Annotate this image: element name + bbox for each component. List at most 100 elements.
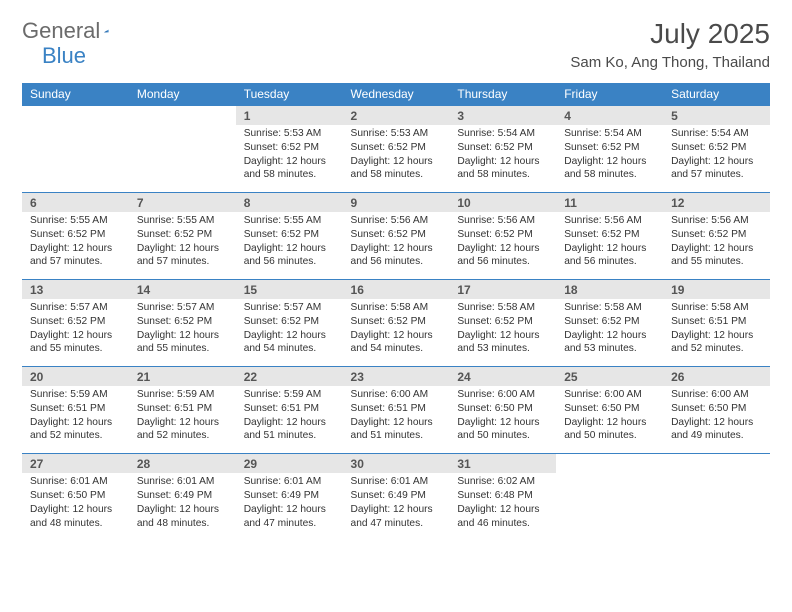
logo-text-1: General [22,18,100,44]
day-number-row: 13141516171819 [22,280,770,300]
sunset-text: Sunset: 6:49 PM [244,489,335,503]
day-header: Wednesday [343,83,450,106]
day-number-cell: 19 [663,280,770,300]
day-content-cell: Sunrise: 6:00 AMSunset: 6:50 PMDaylight:… [663,386,770,454]
day-number-cell: 12 [663,193,770,213]
day-number-cell: 29 [236,454,343,474]
day-content-cell: Sunrise: 5:56 AMSunset: 6:52 PMDaylight:… [449,212,556,280]
sunset-text: Sunset: 6:52 PM [351,228,442,242]
sunset-text: Sunset: 6:52 PM [137,228,228,242]
daylight-text: Daylight: 12 hours and 55 minutes. [137,329,228,357]
sunrise-text: Sunrise: 5:56 AM [351,214,442,228]
sunrise-text: Sunrise: 6:00 AM [457,388,548,402]
day-number-cell: 9 [343,193,450,213]
day-content-cell: Sunrise: 5:56 AMSunset: 6:52 PMDaylight:… [556,212,663,280]
sunrise-text: Sunrise: 5:59 AM [137,388,228,402]
sunset-text: Sunset: 6:50 PM [457,402,548,416]
day-content-cell: Sunrise: 5:54 AMSunset: 6:52 PMDaylight:… [663,125,770,193]
day-number-cell [556,454,663,474]
day-number-cell: 5 [663,106,770,126]
day-content-cell: Sunrise: 5:58 AMSunset: 6:52 PMDaylight:… [556,299,663,367]
sunset-text: Sunset: 6:52 PM [30,315,121,329]
day-header: Tuesday [236,83,343,106]
day-content-cell: Sunrise: 5:53 AMSunset: 6:52 PMDaylight:… [343,125,450,193]
day-header: Sunday [22,83,129,106]
daylight-text: Daylight: 12 hours and 53 minutes. [457,329,548,357]
day-content-cell: Sunrise: 5:59 AMSunset: 6:51 PMDaylight:… [236,386,343,454]
sunset-text: Sunset: 6:48 PM [457,489,548,503]
sunset-text: Sunset: 6:52 PM [457,228,548,242]
day-number-cell: 2 [343,106,450,126]
day-number-cell: 18 [556,280,663,300]
day-number-cell: 8 [236,193,343,213]
daylight-text: Daylight: 12 hours and 52 minutes. [671,329,762,357]
day-content-row: Sunrise: 6:01 AMSunset: 6:50 PMDaylight:… [22,473,770,540]
day-content-cell: Sunrise: 5:57 AMSunset: 6:52 PMDaylight:… [236,299,343,367]
sunset-text: Sunset: 6:52 PM [351,141,442,155]
sunrise-text: Sunrise: 5:58 AM [457,301,548,315]
day-number-cell: 11 [556,193,663,213]
sunset-text: Sunset: 6:50 PM [671,402,762,416]
day-content-cell: Sunrise: 5:54 AMSunset: 6:52 PMDaylight:… [449,125,556,193]
sunset-text: Sunset: 6:52 PM [564,315,655,329]
daylight-text: Daylight: 12 hours and 53 minutes. [564,329,655,357]
sunset-text: Sunset: 6:52 PM [671,141,762,155]
day-number-cell: 17 [449,280,556,300]
daylight-text: Daylight: 12 hours and 55 minutes. [30,329,121,357]
sunset-text: Sunset: 6:52 PM [457,315,548,329]
day-number-cell: 15 [236,280,343,300]
day-content-cell: Sunrise: 5:56 AMSunset: 6:52 PMDaylight:… [343,212,450,280]
day-number-row: 2728293031 [22,454,770,474]
daylight-text: Daylight: 12 hours and 48 minutes. [137,503,228,531]
sunrise-text: Sunrise: 5:58 AM [351,301,442,315]
daylight-text: Daylight: 12 hours and 55 minutes. [671,242,762,270]
day-content-cell: Sunrise: 6:01 AMSunset: 6:49 PMDaylight:… [343,473,450,540]
day-number-cell: 16 [343,280,450,300]
day-number-cell: 21 [129,367,236,387]
sunset-text: Sunset: 6:52 PM [30,228,121,242]
sunrise-text: Sunrise: 5:54 AM [671,127,762,141]
sunset-text: Sunset: 6:52 PM [244,141,335,155]
sunset-text: Sunset: 6:51 PM [137,402,228,416]
day-content-cell [556,473,663,540]
day-number-cell: 4 [556,106,663,126]
daylight-text: Daylight: 12 hours and 56 minutes. [351,242,442,270]
day-number-cell: 22 [236,367,343,387]
day-content-cell: Sunrise: 5:57 AMSunset: 6:52 PMDaylight:… [22,299,129,367]
daylight-text: Daylight: 12 hours and 56 minutes. [564,242,655,270]
sunrise-text: Sunrise: 6:01 AM [30,475,121,489]
day-header: Monday [129,83,236,106]
daylight-text: Daylight: 12 hours and 51 minutes. [351,416,442,444]
day-header-row: Sunday Monday Tuesday Wednesday Thursday… [22,83,770,106]
day-content-cell: Sunrise: 5:53 AMSunset: 6:52 PMDaylight:… [236,125,343,193]
day-content-cell: Sunrise: 5:56 AMSunset: 6:52 PMDaylight:… [663,212,770,280]
sunset-text: Sunset: 6:51 PM [671,315,762,329]
day-number-cell: 13 [22,280,129,300]
day-number-cell: 26 [663,367,770,387]
day-content-row: Sunrise: 5:55 AMSunset: 6:52 PMDaylight:… [22,212,770,280]
day-header: Friday [556,83,663,106]
sunrise-text: Sunrise: 5:55 AM [137,214,228,228]
sunset-text: Sunset: 6:51 PM [351,402,442,416]
sunrise-text: Sunrise: 5:59 AM [30,388,121,402]
day-number-cell: 14 [129,280,236,300]
day-number-row: 12345 [22,106,770,126]
sunrise-text: Sunrise: 5:53 AM [351,127,442,141]
day-content-cell [129,125,236,193]
sunset-text: Sunset: 6:52 PM [351,315,442,329]
sunrise-text: Sunrise: 6:01 AM [137,475,228,489]
daylight-text: Daylight: 12 hours and 54 minutes. [351,329,442,357]
day-number-cell: 30 [343,454,450,474]
day-content-cell: Sunrise: 6:01 AMSunset: 6:49 PMDaylight:… [129,473,236,540]
day-number-cell: 7 [129,193,236,213]
sunrise-text: Sunrise: 5:55 AM [244,214,335,228]
sunset-text: Sunset: 6:49 PM [351,489,442,503]
day-number-cell [129,106,236,126]
day-content-cell: Sunrise: 5:59 AMSunset: 6:51 PMDaylight:… [22,386,129,454]
day-number-cell: 31 [449,454,556,474]
day-number-cell: 23 [343,367,450,387]
day-number-cell: 28 [129,454,236,474]
day-number-cell: 10 [449,193,556,213]
day-content-cell: Sunrise: 5:58 AMSunset: 6:52 PMDaylight:… [343,299,450,367]
daylight-text: Daylight: 12 hours and 54 minutes. [244,329,335,357]
